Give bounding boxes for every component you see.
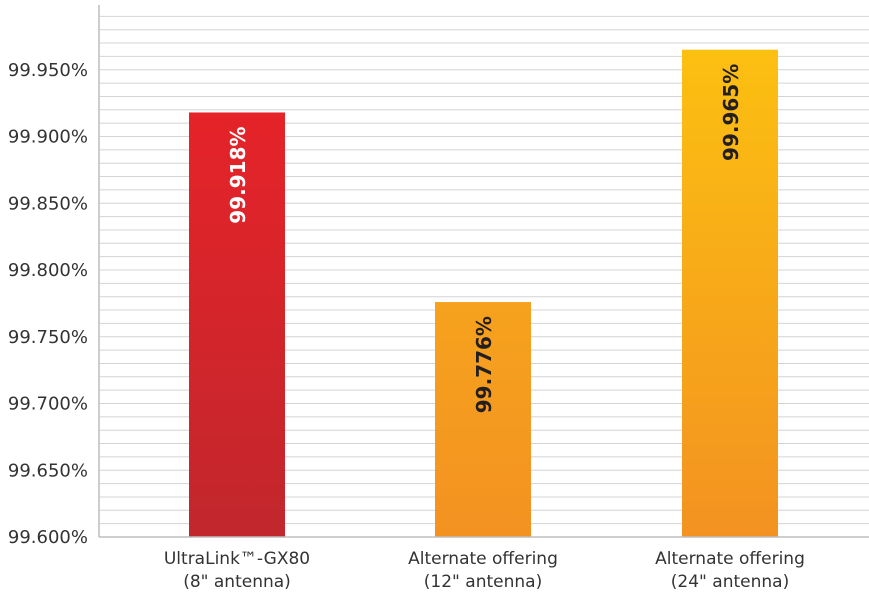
x-tick-sublabel: (24" antenna) [671, 572, 789, 592]
x-tick-sublabel: (8" antenna) [183, 572, 291, 592]
axes [98, 5, 869, 538]
y-tick-labels: 99.600% 99.650% 99.700% 99.750% 99.800% 99.85… [8, 60, 88, 548]
x-tick-label: Alternate offering [408, 549, 558, 569]
x-tick-sublabel: (12" antenna) [424, 572, 542, 592]
y-tick-label: 99.950% [8, 60, 88, 81]
x-tick-label: UltraLink™-GX80 [164, 549, 310, 569]
y-tick-label: 99.650% [8, 460, 88, 481]
y-tick-label: 99.800% [8, 260, 88, 281]
y-tick-label: 99.900% [8, 127, 88, 148]
bar [189, 112, 285, 537]
y-tick-label: 99.850% [8, 193, 88, 214]
data-label: 99.965% [719, 64, 743, 161]
data-label: 99.918% [226, 126, 250, 223]
bar [682, 49, 778, 537]
data-label: 99.776% [472, 316, 496, 413]
bar [435, 302, 531, 537]
x-tick-label: Alternate offering [655, 549, 805, 569]
y-tick-label: 99.700% [8, 394, 88, 415]
x-tick-labels: UltraLink™-GX80 (8" antenna) Alternate off… [164, 549, 805, 592]
y-tick-label: 99.600% [8, 527, 88, 548]
y-tick-label: 99.750% [8, 327, 88, 348]
bars: 99.918% 99.776% 99.965% [189, 49, 778, 537]
